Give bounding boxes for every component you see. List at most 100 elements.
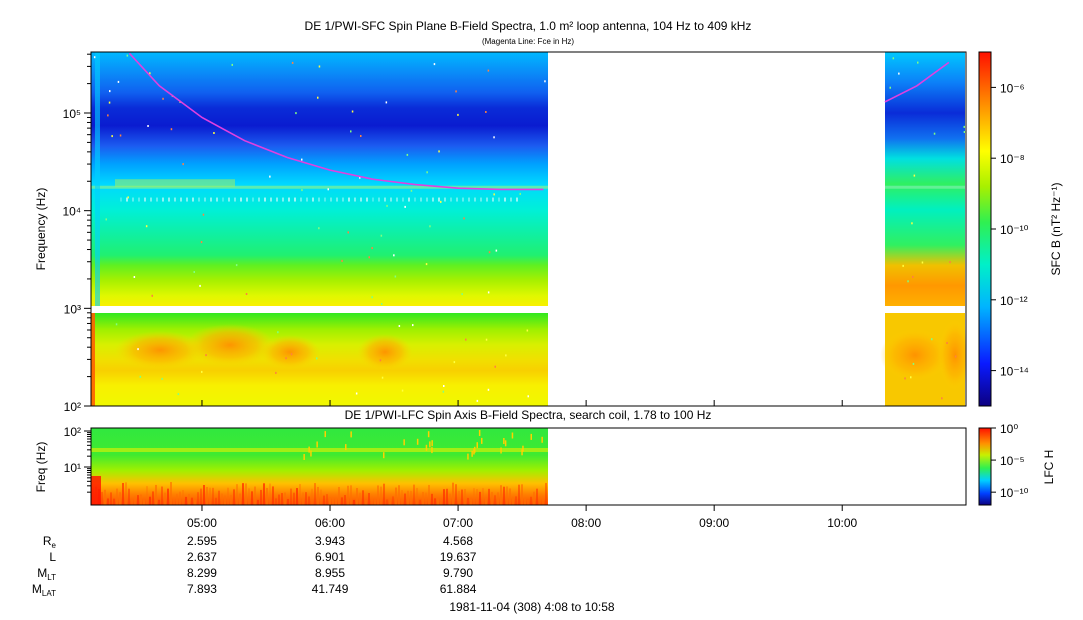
spectral-speckle xyxy=(487,291,490,294)
spectral-speckle xyxy=(318,227,320,230)
emission-dash xyxy=(132,197,134,202)
lfc-band xyxy=(91,448,548,452)
lfc-striation xyxy=(302,492,304,505)
spectral-speckle xyxy=(907,280,909,283)
spectral-speckle xyxy=(505,354,507,357)
spectral-speckle xyxy=(151,294,153,297)
spectral-speckle xyxy=(487,69,490,72)
lfc-striation xyxy=(146,486,148,505)
spectral-speckle xyxy=(231,63,233,66)
lfc-striation xyxy=(227,487,229,505)
emission-dash xyxy=(270,197,272,202)
lfc-striation xyxy=(446,488,448,505)
colorbar-tick-label: 10⁻⁵ xyxy=(1000,454,1025,468)
spectral-speckle xyxy=(355,392,358,395)
emission-patch xyxy=(115,179,235,188)
lfc-speckle xyxy=(345,444,347,451)
emission-dash xyxy=(456,197,458,202)
colorbar-tick-label: 10⁰ xyxy=(1000,422,1018,436)
lfc-title: DE 1/PWI-LFC Spin Axis B-Field Spectra, … xyxy=(345,408,712,422)
ephemeris-value: 4.568 xyxy=(443,534,473,548)
time-tick-label: 08:00 xyxy=(571,516,601,530)
emission-dash xyxy=(432,197,434,202)
lfc-striation xyxy=(311,488,313,505)
spectral-speckle xyxy=(386,204,388,207)
lfc-striation xyxy=(521,484,523,505)
spectral-speckle xyxy=(913,174,916,177)
lfc-striation xyxy=(482,488,484,505)
sfc-y-tick-label: 10² xyxy=(64,400,81,414)
spectral-speckle xyxy=(291,61,294,64)
lfc-striation xyxy=(371,496,373,505)
lfc-speckle xyxy=(429,441,431,448)
lfc-striation xyxy=(359,492,361,505)
emission-dash xyxy=(312,197,314,202)
emission-dash xyxy=(180,197,182,202)
lfc-striation xyxy=(506,486,508,505)
lfc-speckle xyxy=(511,432,514,439)
lfc-striation xyxy=(392,496,394,505)
spectral-speckle xyxy=(205,354,207,357)
lfc-striation xyxy=(197,492,199,505)
lfc-striation xyxy=(269,483,271,505)
emission-dash xyxy=(384,197,386,202)
lfc-striation xyxy=(455,484,457,505)
lfc-spectrogram xyxy=(91,428,548,505)
spectral-speckle xyxy=(889,86,891,89)
lfc-striation xyxy=(476,489,478,505)
lfc-striation xyxy=(515,496,517,505)
spectral-speckle xyxy=(107,114,109,117)
lfc-texture xyxy=(91,430,548,505)
emission-dash xyxy=(414,197,416,202)
emission-dash xyxy=(300,197,302,202)
emission-dash xyxy=(174,197,176,202)
spectral-speckle xyxy=(115,323,118,326)
emission-dash xyxy=(510,197,512,202)
emission-dash xyxy=(450,197,452,202)
lfc-striation xyxy=(242,483,244,505)
lfc-striation xyxy=(407,490,409,505)
colorbar-tick-label: 10⁻⁸ xyxy=(1000,152,1025,166)
ephemeris-value: 2.595 xyxy=(187,534,217,548)
sfc-colorbar-ticks: 10⁻⁶ 10⁻⁸ 10⁻¹⁰ 10⁻¹² 10⁻¹⁴ xyxy=(991,81,1029,379)
spectral-speckle xyxy=(380,234,383,237)
lfc-striation xyxy=(317,486,319,505)
lfc-striation xyxy=(164,492,166,505)
emission-dash xyxy=(366,197,368,202)
emission-dash xyxy=(378,197,380,202)
lfc-striation xyxy=(503,486,505,505)
lfc-striation xyxy=(416,487,418,505)
lfc-ylabel: Freq (Hz) xyxy=(34,442,48,493)
spectral-speckle xyxy=(117,80,120,83)
colorbar-tick-label: 10⁻⁶ xyxy=(1000,81,1025,95)
ephemeris-value: 6.901 xyxy=(315,550,345,564)
emission-blob xyxy=(115,331,205,369)
lfc-speckle xyxy=(473,448,475,455)
spectral-speckle xyxy=(385,101,388,104)
colorbar-tick-label: 10⁻¹⁰ xyxy=(1000,223,1029,237)
lfc-striation xyxy=(194,499,196,505)
spectral-speckle xyxy=(946,342,948,344)
ephemeris-row-label: MLAT xyxy=(32,582,56,598)
spectral-speckle xyxy=(201,370,203,373)
ephemeris-label-sub: LT xyxy=(47,573,56,582)
spectral-speckle xyxy=(145,225,148,228)
spectral-speckle xyxy=(182,163,184,166)
emission-dash xyxy=(204,197,206,202)
lfc-striation xyxy=(542,495,544,505)
lfc-striation xyxy=(353,499,355,505)
spectral-speckle xyxy=(318,65,321,68)
emission-dash xyxy=(480,197,482,202)
lfc-striation xyxy=(380,486,382,505)
spectral-speckle xyxy=(371,247,373,250)
emission-band xyxy=(91,185,548,189)
lfc-speckle xyxy=(416,438,419,445)
emission-dash xyxy=(288,197,290,202)
ephemeris-value: 41.749 xyxy=(312,582,349,596)
emission-dash xyxy=(216,197,218,202)
lfc-speckle xyxy=(504,440,507,447)
lfc-striation xyxy=(539,496,541,505)
lfc-speckle xyxy=(530,433,532,440)
lfc-striation xyxy=(440,499,442,505)
